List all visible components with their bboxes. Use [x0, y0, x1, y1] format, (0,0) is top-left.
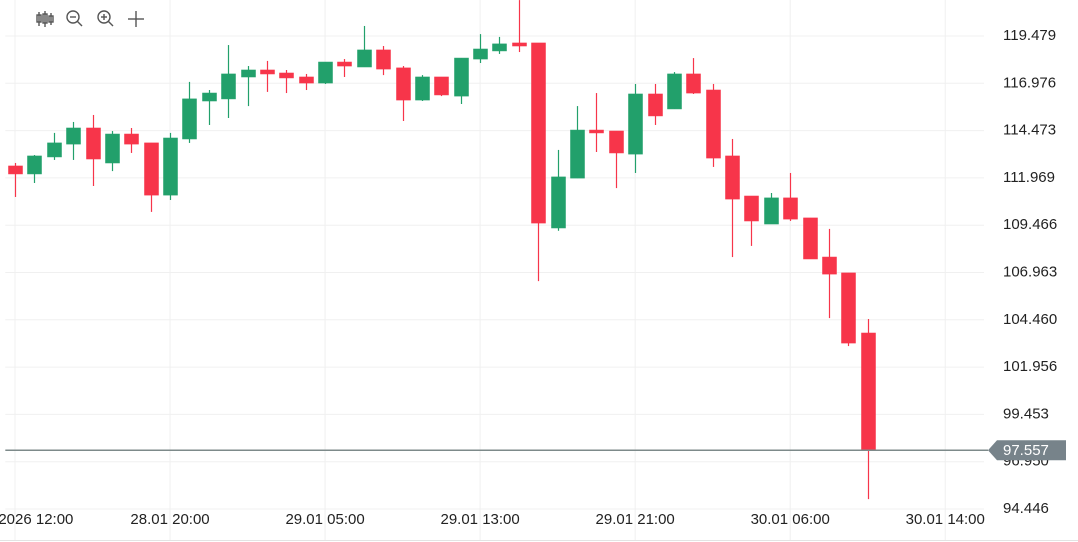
candle-body — [725, 155, 740, 200]
candle-body — [648, 93, 663, 117]
x-tick-label: 30.01 14:00 — [906, 511, 985, 528]
candle-body — [667, 73, 682, 110]
candle-body — [512, 42, 527, 47]
candle-body — [706, 89, 721, 159]
candle-body — [434, 76, 449, 96]
candle-body — [396, 67, 411, 101]
candle-body — [783, 197, 798, 220]
candle-body — [861, 332, 876, 451]
candle-body — [105, 133, 120, 164]
candle-body — [454, 57, 469, 97]
candle-body — [260, 69, 275, 75]
candle-body — [376, 49, 391, 70]
candle-body — [86, 127, 101, 160]
x-tick-label: 29.01 05:00 — [285, 511, 364, 528]
y-tick-label: 119.479 — [1003, 27, 1056, 44]
candle-body — [202, 92, 217, 102]
candle-body — [241, 69, 256, 78]
candle-body — [686, 73, 701, 94]
candle-body — [279, 72, 294, 79]
candle-body — [415, 76, 430, 101]
zoom-in-tool[interactable] — [97, 10, 114, 27]
candle-body — [492, 43, 507, 52]
candle-body — [744, 195, 759, 222]
y-tick-label: 104.460 — [1003, 311, 1057, 328]
candle-body — [609, 130, 624, 154]
candle-body — [182, 98, 197, 140]
candle-body — [66, 127, 81, 145]
x-tick-label: 28.01 20:00 — [130, 511, 209, 528]
candle-body — [221, 73, 236, 100]
candle-body — [551, 176, 566, 229]
y-tick-label: 111.969 — [1003, 169, 1055, 186]
y-tick-label: 109.466 — [1003, 216, 1057, 233]
candle-body — [124, 133, 139, 145]
candle-body — [318, 61, 333, 84]
candle-body — [531, 42, 546, 224]
x-tick-label: 30.01 06:00 — [751, 511, 830, 528]
candle-body — [357, 49, 372, 68]
x-tick-label: 29.01 13:00 — [440, 511, 519, 528]
candle-body — [337, 61, 352, 67]
y-tick-label: 94.446 — [1003, 500, 1049, 517]
candle-body — [144, 142, 159, 196]
last-price-tag — [988, 440, 1066, 461]
candle-body — [163, 137, 178, 196]
y-tick-label: 106.963 — [1003, 263, 1057, 280]
candles-tool[interactable] — [36, 11, 54, 27]
zoom-out-tool[interactable] — [66, 10, 83, 27]
candle-body — [822, 256, 837, 275]
candle-body — [570, 129, 585, 179]
toolbar — [36, 10, 144, 27]
y-tick-label: 116.976 — [1003, 74, 1056, 91]
x-tick-label: 29.01 21:00 — [596, 511, 675, 528]
grid — [5, 0, 984, 540]
candle-body — [473, 48, 488, 60]
pan-tool[interactable] — [128, 11, 144, 27]
x-tick-label: 28.01.2026 12:00 — [0, 511, 73, 528]
y-tick-label: 99.453 — [1003, 405, 1049, 422]
candle-body — [8, 165, 23, 175]
candle-body — [841, 272, 856, 344]
candle-body — [628, 93, 643, 155]
candle-body — [27, 155, 42, 175]
candle-body — [47, 142, 62, 158]
candle-body — [299, 76, 314, 84]
candle-body — [764, 197, 779, 225]
y-tick-label: 114.473 — [1003, 122, 1056, 139]
last-price-label: 97.557 — [1003, 442, 1049, 459]
y-tick-label: 101.956 — [1003, 358, 1057, 375]
candle-body — [803, 217, 818, 260]
candle-body — [589, 129, 604, 134]
